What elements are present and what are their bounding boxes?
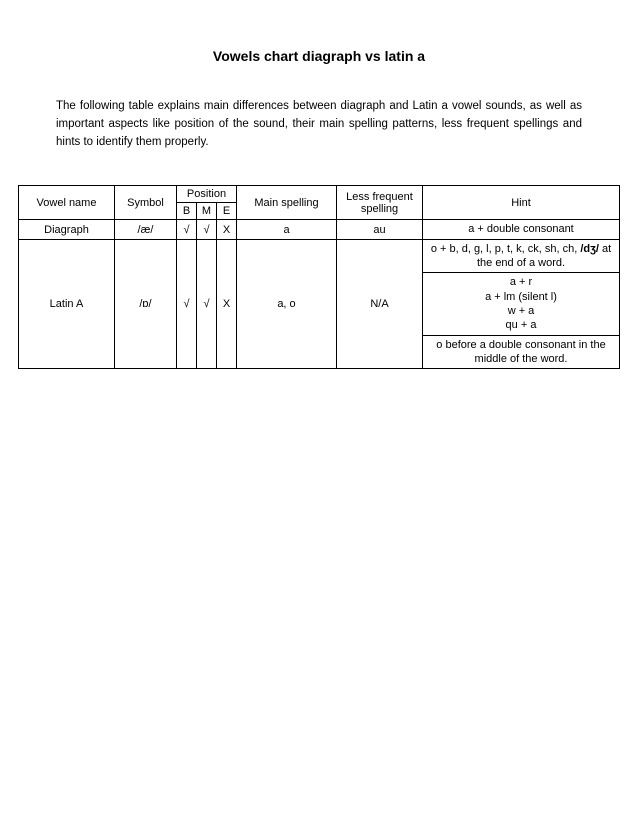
cell-latin-main: a, o (237, 239, 337, 368)
intro-paragraph: The following table explains main differ… (56, 98, 582, 151)
header-pos-m: M (197, 203, 217, 220)
header-hint: Hint (423, 186, 620, 220)
header-symbol: Symbol (115, 186, 177, 220)
header-main-spelling: Main spelling (237, 186, 337, 220)
cell-diagraph-e: X (217, 220, 237, 239)
cell-diagraph-name: Diagraph (19, 220, 115, 239)
hint2-l1: a + r (510, 276, 532, 288)
cell-diagraph-main: a (237, 220, 337, 239)
header-pos-b: B (177, 203, 197, 220)
cell-latin-m: √ (197, 239, 217, 368)
cell-diagraph-less: au (337, 220, 423, 239)
hint2-l3: w + a (508, 305, 535, 317)
cell-latin-symbol: /ɒ/ (115, 239, 177, 368)
cell-latin-name: Latin A (19, 239, 115, 368)
cell-latin-b: √ (177, 239, 197, 368)
table-row-latin-a-1: Latin A /ɒ/ √ √ X a, o N/A o + b, d, g, … (19, 239, 620, 273)
page-title: Vowels chart diagraph vs latin a (18, 48, 620, 64)
cell-diagraph-symbol: /æ/ (115, 220, 177, 239)
cell-diagraph-b: √ (177, 220, 197, 239)
cell-latin-hint-2: a + r a + lm (silent l) w + a qu + a (423, 273, 620, 335)
table-header-row-1: Vowel name Symbol Position Main spelling… (19, 186, 620, 203)
header-less-frequent: Less frequent spelling (337, 186, 423, 220)
cell-latin-e: X (217, 239, 237, 368)
cell-latin-less: N/A (337, 239, 423, 368)
hint1-bold: /dʒ/ (580, 243, 599, 255)
header-vowel-name: Vowel name (19, 186, 115, 220)
header-position: Position (177, 186, 237, 203)
hint1-pre: o + b, d, g, l, p, t, k, ck, sh, ch, (431, 243, 580, 255)
hint2-l2: a + lm (silent l) (485, 291, 557, 303)
cell-diagraph-hint: a + double consonant (423, 220, 620, 239)
cell-latin-hint-1: o + b, d, g, l, p, t, k, ck, sh, ch, /dʒ… (423, 239, 620, 273)
table-row-diagraph: Diagraph /æ/ √ √ X a au a + double conso… (19, 220, 620, 239)
cell-latin-hint-3: o before a double consonant in the middl… (423, 335, 620, 369)
header-pos-e: E (217, 203, 237, 220)
cell-diagraph-m: √ (197, 220, 217, 239)
hint2-l4: qu + a (506, 319, 537, 331)
vowels-table: Vowel name Symbol Position Main spelling… (18, 185, 620, 369)
document-page: Vowels chart diagraph vs latin a The fol… (0, 0, 638, 369)
